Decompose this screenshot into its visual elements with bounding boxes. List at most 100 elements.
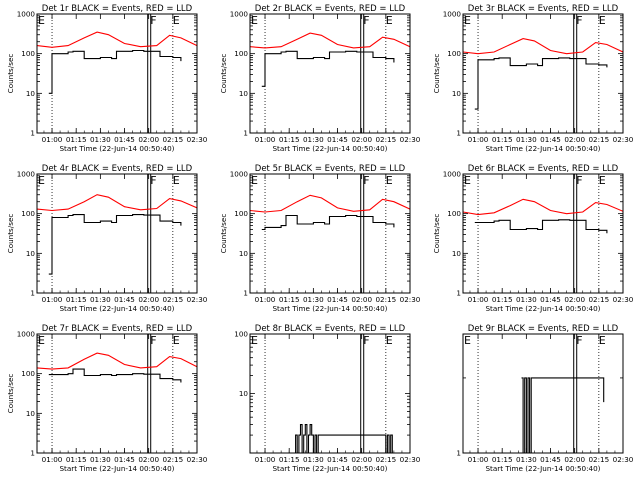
x-tick-label: 01:45 <box>540 455 561 464</box>
chart-title: Det 5r BLACK = Events, RED = LLD <box>255 164 406 174</box>
y-axis-label: Counts/sec <box>6 214 15 254</box>
series-line-events <box>48 368 182 383</box>
x-tick-label: 02:30 <box>187 135 208 144</box>
x-axis-label: Start Time (22-Jun-14 00:50:40) <box>485 304 600 313</box>
x-tick-label: 02:15 <box>162 135 183 144</box>
marker-label: E <box>173 334 180 347</box>
x-tick-label: 02:00 <box>564 295 585 304</box>
y-tick-label: 100 <box>234 49 248 58</box>
marker-label: E <box>464 334 471 347</box>
y-tick-label: 10 <box>452 89 462 98</box>
x-tick-label: 01:45 <box>327 455 348 464</box>
chart-title: Det 3r BLACK = Events, RED = LLD <box>468 4 619 14</box>
marker-label: E <box>464 174 471 187</box>
y-tick-label: 1 <box>30 449 35 458</box>
x-tick-label: 01:00 <box>255 295 276 304</box>
series-line-lld <box>463 38 623 55</box>
y-tick-label: 1 <box>243 289 248 298</box>
plot-frame <box>36 333 198 454</box>
y-tick-label: 100 <box>447 209 461 218</box>
x-tick-label: 02:00 <box>138 295 159 304</box>
x-tick-label: 01:15 <box>279 295 300 304</box>
marker-label: F <box>150 174 156 187</box>
x-tick-label: 01:15 <box>279 135 300 144</box>
x-tick-label: 01:30 <box>90 455 111 464</box>
marker-label: E <box>38 174 45 187</box>
x-tick-label: 01:30 <box>516 455 537 464</box>
marker-label: E <box>251 14 258 27</box>
x-tick-label: 01:00 <box>255 135 276 144</box>
x-axis-label: Start Time (22-Jun-14 00:50:40) <box>59 144 174 153</box>
marker-label: F <box>363 174 369 187</box>
series-line-events <box>474 219 608 234</box>
x-tick-label: 02:15 <box>588 455 609 464</box>
x-tick-label: 01:45 <box>540 135 561 144</box>
x-tick-label: 02:00 <box>138 135 159 144</box>
marker-label: E <box>386 14 393 27</box>
x-tick-label: 01:00 <box>468 135 489 144</box>
x-tick-label: 01:45 <box>327 295 348 304</box>
x-tick-label: 02:00 <box>564 135 585 144</box>
series-line-lld <box>250 32 410 49</box>
x-tick-label: 02:00 <box>138 455 159 464</box>
x-tick-label: 01:00 <box>255 455 276 464</box>
marker-label: F <box>363 14 369 27</box>
y-tick-label: 1 <box>456 289 461 298</box>
x-tick-label: 01:30 <box>516 295 537 304</box>
x-tick-label: 01:30 <box>303 135 324 144</box>
y-axis-label: Counts/sec <box>432 54 441 94</box>
y-tick-label: 10 <box>26 249 36 258</box>
series-line-events <box>48 214 182 275</box>
x-tick-label: 01:00 <box>42 135 63 144</box>
chart-title: Det 7r BLACK = Events, RED = LLD <box>42 324 193 334</box>
chart-title: Det 4r BLACK = Events, RED = LLD <box>42 164 193 174</box>
chart-title: Det 6r BLACK = Events, RED = LLD <box>468 164 619 174</box>
y-tick-label: 1 <box>243 129 248 138</box>
y-tick-label: 10 <box>26 409 36 418</box>
x-axis-label: Start Time (22-Jun-14 00:50:40) <box>272 304 387 313</box>
marker-label: F <box>576 14 582 27</box>
x-tick-label: 01:15 <box>66 295 87 304</box>
x-tick-label: 01:30 <box>516 135 537 144</box>
y-tick-label: 1000 <box>443 170 462 179</box>
x-tick-label: 02:00 <box>351 295 372 304</box>
x-tick-label: 01:15 <box>492 455 513 464</box>
marker-label: F <box>576 334 582 347</box>
x-tick-label: 02:30 <box>187 455 208 464</box>
x-tick-label: 02:15 <box>375 295 396 304</box>
x-tick-label: 02:00 <box>564 455 585 464</box>
x-tick-label: 01:15 <box>492 295 513 304</box>
y-tick-label: 10 <box>239 389 249 398</box>
series-line-events <box>48 49 182 94</box>
marker-label: E <box>599 14 606 27</box>
y-axis-label: Counts/sec <box>219 214 228 254</box>
y-tick-label: 1 <box>456 129 461 138</box>
x-tick-label: 02:00 <box>351 455 372 464</box>
series-line-events <box>294 424 393 453</box>
y-tick-label: 1000 <box>230 170 249 179</box>
marker-label: E <box>173 14 180 27</box>
x-tick-label: 02:30 <box>613 455 634 464</box>
y-tick-label: 10 <box>26 89 36 98</box>
series-line-lld <box>37 352 197 370</box>
marker-label: F <box>150 14 156 27</box>
x-tick-label: 02:30 <box>613 295 634 304</box>
y-tick-label: 100 <box>21 49 35 58</box>
plot-frame <box>462 333 624 454</box>
x-tick-label: 02:30 <box>400 295 421 304</box>
marker-label: E <box>251 334 258 347</box>
series-line-lld <box>463 198 623 216</box>
x-tick-label: 01:45 <box>114 455 135 464</box>
x-axis-label: Start Time (22-Jun-14 00:50:40) <box>59 464 174 473</box>
y-tick-label: 100 <box>447 49 461 58</box>
x-tick-label: 01:00 <box>42 455 63 464</box>
series-line-events <box>474 57 608 110</box>
x-axis-label: Start Time (22-Jun-14 00:50:40) <box>272 144 387 153</box>
x-axis-label: Start Time (22-Jun-14 00:50:40) <box>485 464 600 473</box>
x-tick-label: 01:15 <box>66 455 87 464</box>
plot-frame <box>36 13 198 134</box>
x-axis-label: Start Time (22-Jun-14 00:50:40) <box>272 464 387 473</box>
